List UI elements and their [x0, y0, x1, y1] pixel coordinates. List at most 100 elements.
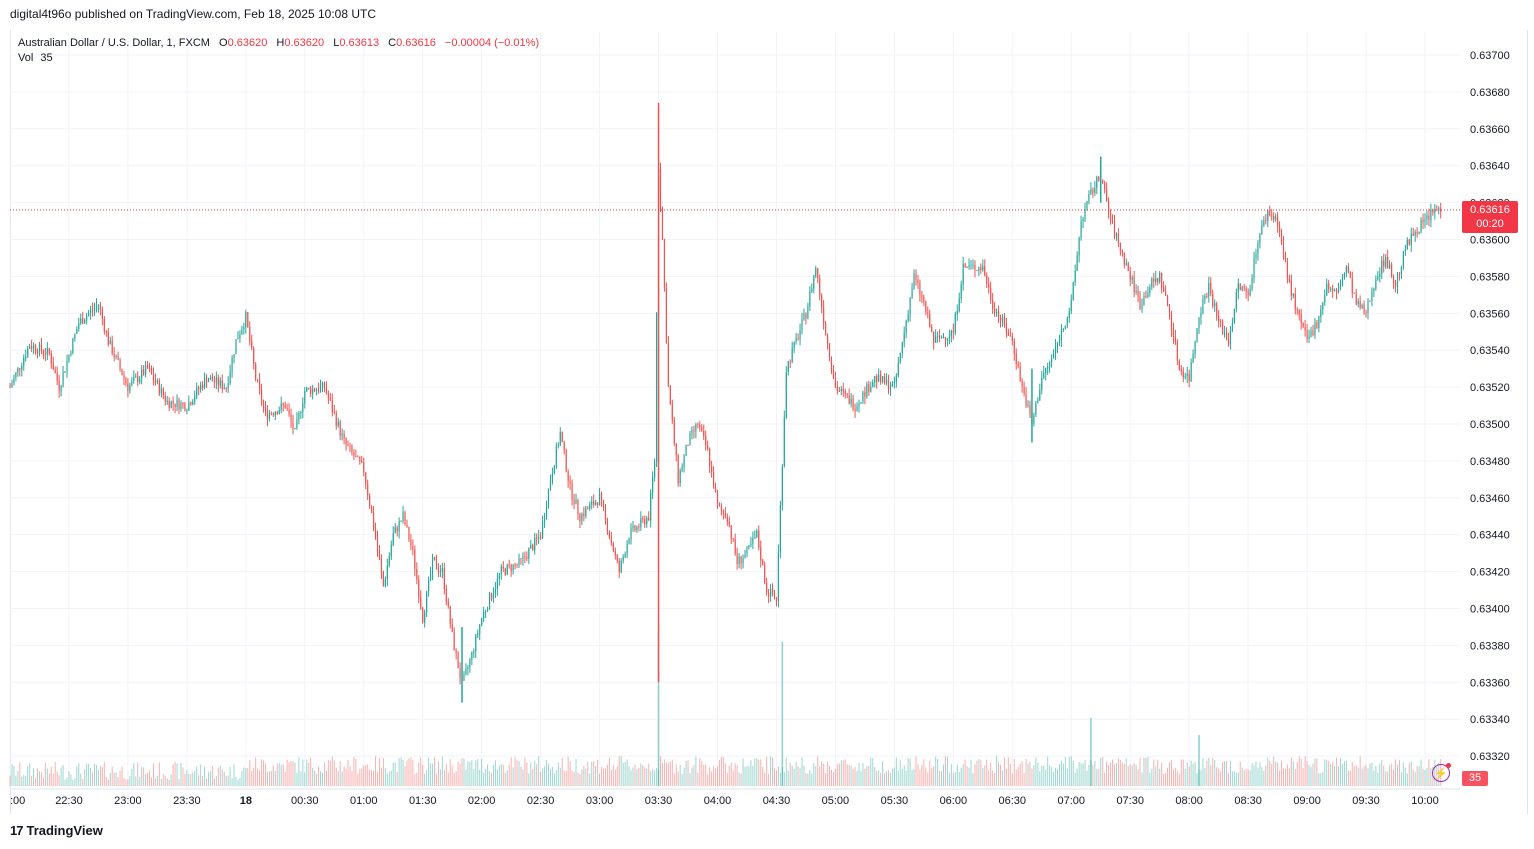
candle-body: [479, 625, 481, 634]
volume-bar: [473, 769, 475, 786]
candle-body: [695, 424, 697, 432]
volume-bar: [1088, 764, 1090, 786]
volume-bar: [1288, 768, 1290, 786]
candle-body: [707, 445, 709, 449]
candle-body: [632, 525, 634, 529]
candle-body: [221, 380, 223, 389]
candle-body: [952, 330, 954, 333]
candle-body: [1133, 277, 1135, 293]
candle-body: [1227, 338, 1230, 345]
candle-body: [1229, 331, 1232, 345]
volume-bar: [862, 763, 864, 786]
candle-body: [551, 473, 554, 482]
volume-bar: [223, 771, 225, 786]
candle-body: [852, 398, 854, 410]
volume-bar: [994, 773, 996, 786]
volume-bar: [101, 767, 103, 786]
candle-body: [160, 388, 162, 394]
volume-bar: [1135, 764, 1137, 786]
candle-body: [1003, 317, 1006, 325]
volume-bar: [388, 771, 390, 786]
candle-body: [465, 668, 467, 675]
volume-label[interactable]: Vol: [18, 52, 34, 64]
volume-bar: [1019, 763, 1021, 786]
candle-body: [791, 348, 793, 363]
volume-bar: [614, 769, 616, 786]
candle-body: [512, 564, 514, 572]
volume-bar: [375, 756, 377, 786]
candle-body: [1255, 254, 1257, 258]
volume-bar: [931, 767, 933, 786]
volume-bar: [487, 764, 489, 786]
candle-body: [931, 326, 933, 332]
volume-bar: [620, 756, 622, 786]
volume-bar: [742, 758, 744, 786]
candle-body: [1367, 301, 1369, 313]
volume-bar: [215, 775, 217, 786]
candle-body: [536, 537, 538, 539]
candle-body: [359, 456, 361, 462]
candle-body: [1339, 286, 1342, 289]
candle-body: [1109, 212, 1112, 221]
volume-bar: [70, 774, 72, 786]
candle-body: [881, 376, 884, 382]
volume-bar: [56, 771, 58, 786]
low-label: L: [333, 37, 340, 49]
candle-body: [805, 313, 807, 319]
volume-bar: [1414, 771, 1416, 786]
candle-body: [200, 384, 202, 390]
volume-bar: [1033, 765, 1035, 786]
volume-bar: [151, 777, 152, 786]
x-tick-label: 23:30: [173, 795, 201, 807]
candle-body: [398, 521, 400, 532]
volume-bar: [646, 768, 648, 786]
candle-body: [1318, 316, 1320, 328]
volume-bar: [156, 775, 158, 786]
candle-body: [824, 323, 827, 335]
volume-bar: [630, 770, 632, 786]
candle-body: [349, 445, 351, 447]
tradingview-logo[interactable]: 17 TradingView: [10, 823, 103, 838]
volume-bar: [365, 765, 367, 786]
candle-body: [598, 493, 601, 506]
volume-bar: [752, 765, 754, 786]
volume-bar: [856, 771, 858, 786]
volume-bar: [1108, 765, 1110, 786]
candle-body: [675, 443, 677, 456]
volume-bar: [361, 768, 363, 786]
lightning-icon[interactable]: ⚡: [1432, 764, 1450, 782]
volume-bar: [756, 758, 758, 786]
candle-body: [1086, 201, 1088, 209]
volume-bar: [893, 767, 895, 786]
volume-bar: [1345, 760, 1347, 786]
candle-body: [671, 403, 673, 421]
candle-body: [895, 375, 897, 382]
volume-bar: [1184, 768, 1186, 786]
symbol-name[interactable]: Australian Dollar / U.S. Dollar, 1, FXCM: [18, 37, 210, 49]
candle-body: [746, 547, 748, 555]
candle-body: [1275, 216, 1277, 220]
candle-body: [1117, 233, 1120, 243]
volume-bar: [1005, 768, 1007, 786]
volume-bar: [1373, 770, 1375, 786]
candle-body: [716, 492, 719, 505]
volume-bar: [276, 763, 278, 786]
volume-bar: [1265, 765, 1267, 786]
volume-bar: [1398, 760, 1400, 786]
volume-bars: [9, 624, 1442, 786]
volume-bar: [296, 772, 298, 786]
logo-text: TradingView: [26, 823, 103, 838]
candle-body: [274, 411, 276, 415]
candle-body: [66, 360, 68, 372]
volume-bar: [325, 770, 327, 786]
volume-bar: [9, 775, 11, 786]
volume-bar: [449, 759, 451, 786]
volume-bar: [1027, 763, 1029, 786]
candle-body: [1180, 369, 1182, 372]
volume-bar: [884, 773, 886, 786]
change-value: −0.00004 (−0.01%): [444, 37, 540, 49]
candle-body: [571, 483, 573, 500]
volume-bar: [795, 761, 797, 786]
x-tick-label: 06:30: [999, 795, 1027, 807]
